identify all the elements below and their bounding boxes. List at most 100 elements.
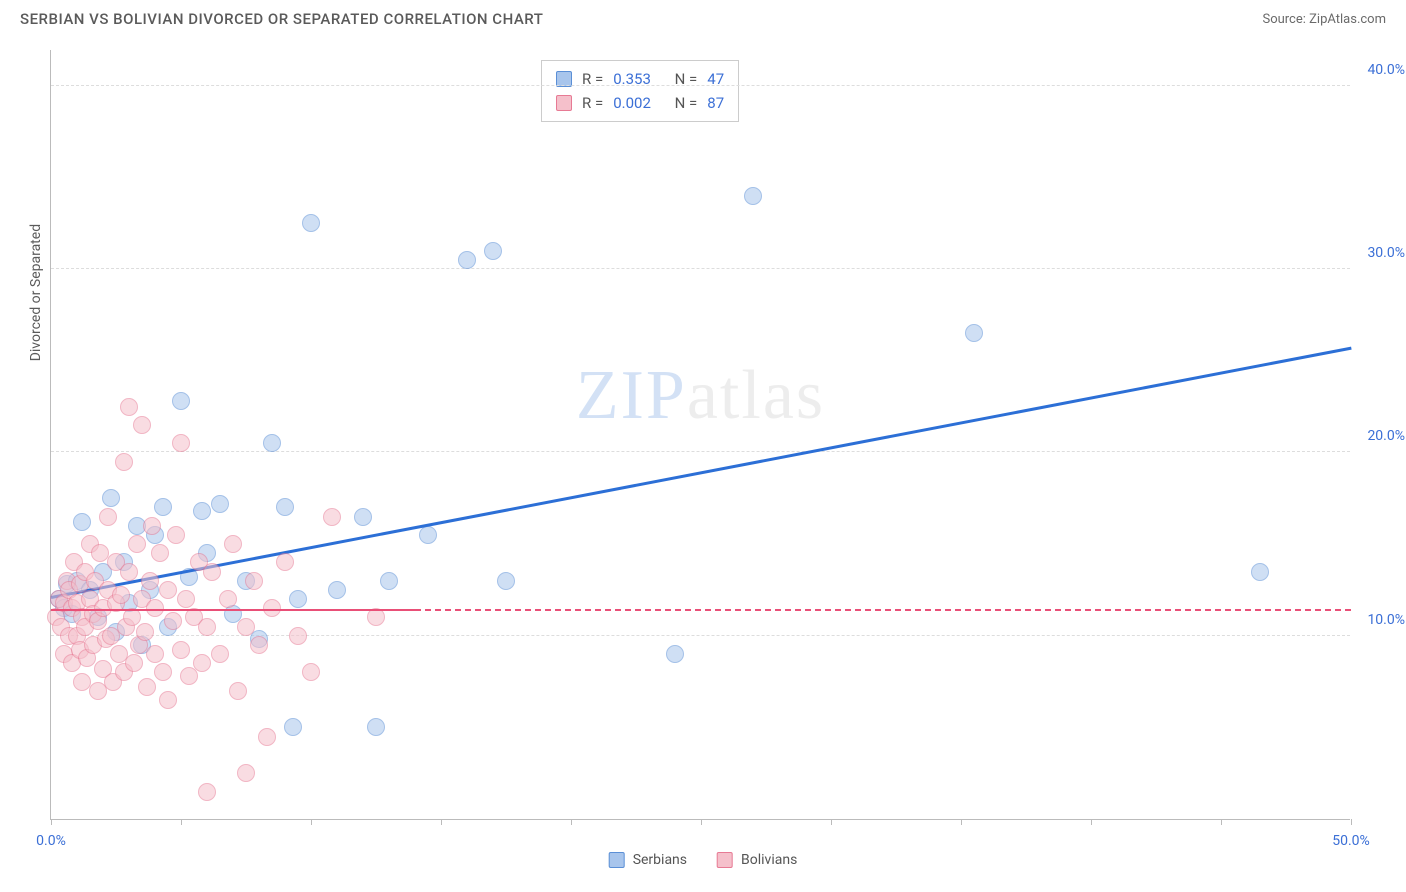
data-point [289,627,307,645]
x-tick [311,819,312,825]
stats-r-serbians: 0.353 [613,67,651,91]
gridline [51,85,1350,86]
watermark-zip: ZIP [576,357,687,434]
data-point [172,392,190,410]
data-point [323,508,341,526]
legend-item-bolivians: Bolivians [717,852,797,868]
data-point [302,214,320,232]
data-point [276,553,294,571]
trend-line [51,347,1351,599]
data-point [237,618,255,636]
bottom-legend: Serbians Bolivians [609,852,798,868]
data-point [128,535,146,553]
stats-row-serbians: R = 0.353 N = 47 [556,67,724,91]
data-point [250,636,268,654]
watermark: ZIPatlas [576,356,825,436]
x-tick [1221,819,1222,825]
data-point [965,324,983,342]
data-point [154,498,172,516]
data-point [120,563,138,581]
x-tick [701,819,702,825]
stats-r-bolivians: 0.002 [613,91,651,115]
x-tick-label: 50.0% [1332,833,1370,849]
data-point [354,508,372,526]
data-point [484,242,502,260]
plot-area: ZIPatlas R = 0.353 N = 47 R = 0.002 N = … [50,50,1350,820]
data-point [159,691,177,709]
stats-n-label: N = [675,67,698,91]
data-point [133,416,151,434]
data-point [193,502,211,520]
data-point [289,590,307,608]
trend-line [415,609,1351,611]
data-point [154,663,172,681]
data-point [263,434,281,452]
data-point [193,654,211,672]
data-point [151,544,169,562]
data-point [458,251,476,269]
source-label: Source: ZipAtlas.com [1262,12,1386,27]
data-point [198,783,216,801]
x-tick-label: 0.0% [36,833,66,849]
swatch-icon [609,852,625,868]
data-point [120,398,138,416]
data-point [159,581,177,599]
data-point [198,618,216,636]
stats-n-bolivians: 87 [707,91,724,115]
legend-label: Bolivians [741,852,797,868]
data-point [419,526,437,544]
swatch-icon [717,852,733,868]
data-point [276,498,294,516]
data-point [302,663,320,681]
data-point [138,678,156,696]
y-tick-label: 10.0% [1367,612,1405,628]
data-point [99,508,117,526]
data-point [136,623,154,641]
x-tick [441,819,442,825]
data-point [211,645,229,663]
data-point [115,453,133,471]
data-point [211,495,229,513]
data-point [380,572,398,590]
data-point [367,718,385,736]
y-tick-label: 30.0% [1367,245,1405,261]
data-point [73,513,91,531]
data-point [102,489,120,507]
x-tick [1351,819,1352,825]
data-point [143,517,161,535]
watermark-atlas: atlas [687,357,825,434]
data-point [229,682,247,700]
data-point [237,764,255,782]
data-point [167,526,185,544]
stats-r-label: R = [582,67,603,91]
x-tick [571,819,572,825]
y-tick-label: 40.0% [1367,62,1405,78]
chart-title: SERBIAN VS BOLIVIAN DIVORCED OR SEPARATE… [20,10,543,28]
x-tick [961,819,962,825]
data-point [284,718,302,736]
data-point [164,612,182,630]
data-point [497,572,515,590]
x-tick [51,819,52,825]
data-point [203,563,221,581]
data-point [666,645,684,663]
data-point [146,645,164,663]
data-point [141,572,159,590]
x-tick [181,819,182,825]
data-point [245,572,263,590]
x-tick [1091,819,1092,825]
data-point [112,586,130,604]
stats-n-serbians: 47 [707,67,724,91]
data-point [224,535,242,553]
data-point [177,590,195,608]
data-point [125,654,143,672]
trend-line [51,609,415,611]
data-point [1251,563,1269,581]
data-point [258,728,276,746]
gridline [51,451,1350,452]
stats-r-label: R = [582,91,603,115]
data-point [172,641,190,659]
swatch-bolivians [556,95,572,111]
x-tick [831,819,832,825]
gridline [51,268,1350,269]
